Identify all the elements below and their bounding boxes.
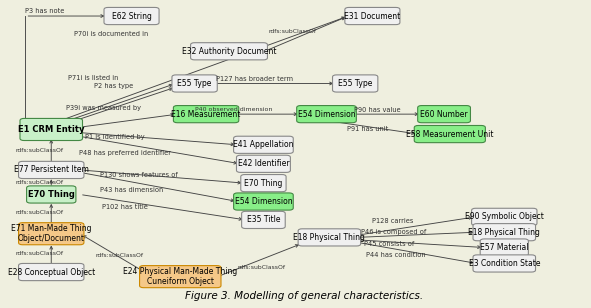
Text: E3 Condition State: E3 Condition State	[469, 259, 540, 268]
Text: E55 Type: E55 Type	[177, 79, 212, 88]
Text: E42 Identifier: E42 Identifier	[238, 159, 289, 168]
FancyBboxPatch shape	[472, 208, 537, 225]
FancyBboxPatch shape	[18, 161, 84, 179]
FancyBboxPatch shape	[173, 106, 239, 123]
Text: E70 Thing: E70 Thing	[244, 179, 282, 188]
FancyBboxPatch shape	[298, 229, 361, 246]
Text: rdfs:subClassOf: rdfs:subClassOf	[238, 265, 285, 270]
Text: rdfs:subClassOf: rdfs:subClassOf	[16, 251, 64, 257]
FancyBboxPatch shape	[333, 75, 378, 92]
FancyBboxPatch shape	[191, 43, 268, 60]
Text: E35 Title: E35 Title	[246, 215, 280, 225]
Text: P128 carries: P128 carries	[372, 218, 414, 225]
Text: Figure 3. Modelling of general characteristics.: Figure 3. Modelling of general character…	[184, 291, 423, 301]
Text: P40 observed dimension: P40 observed dimension	[194, 107, 272, 112]
Text: P130 shows features of: P130 shows features of	[100, 172, 178, 178]
Text: rdfs:subClassOf: rdfs:subClassOf	[16, 210, 64, 215]
Text: rdfs:subClassOf: rdfs:subClassOf	[16, 148, 64, 153]
Text: E60 Number: E60 Number	[420, 110, 468, 119]
FancyBboxPatch shape	[18, 263, 84, 281]
Text: E77 Persistent Item: E77 Persistent Item	[14, 165, 89, 174]
FancyBboxPatch shape	[233, 136, 293, 153]
Text: P3 has note: P3 has note	[25, 8, 65, 14]
FancyBboxPatch shape	[241, 175, 286, 192]
Text: P39i was measured by: P39i was measured by	[66, 105, 141, 111]
Text: P70i is documented in: P70i is documented in	[74, 31, 148, 37]
Text: P2 has type: P2 has type	[94, 83, 134, 89]
Text: E71 Man-Made Thing
Object/Document: E71 Man-Made Thing Object/Document	[11, 224, 92, 243]
Text: P44 has condition: P44 has condition	[365, 252, 425, 258]
FancyBboxPatch shape	[27, 186, 76, 203]
FancyBboxPatch shape	[233, 193, 293, 210]
Text: E58 Measurement Unit: E58 Measurement Unit	[406, 130, 493, 139]
Text: P102 has title: P102 has title	[102, 204, 148, 210]
Text: E32 Authority Document: E32 Authority Document	[182, 47, 276, 56]
Text: E70 Thing: E70 Thing	[28, 190, 74, 199]
Text: P71i is listed in: P71i is listed in	[69, 75, 119, 81]
FancyBboxPatch shape	[418, 106, 470, 123]
Text: E16 Measurement: E16 Measurement	[171, 110, 241, 119]
FancyBboxPatch shape	[20, 119, 83, 140]
FancyBboxPatch shape	[473, 224, 535, 241]
Text: rdfs:subClassOf: rdfs:subClassOf	[96, 253, 144, 258]
FancyBboxPatch shape	[414, 125, 485, 143]
Text: E24 Physical Man-Made Thing
Cuneiform Object: E24 Physical Man-Made Thing Cuneiform Ob…	[123, 267, 238, 286]
Text: E57 Material: E57 Material	[480, 243, 528, 252]
FancyBboxPatch shape	[242, 211, 285, 229]
Text: E18 Physical Thing: E18 Physical Thing	[294, 233, 365, 242]
FancyBboxPatch shape	[172, 75, 217, 92]
Text: P91 has unit: P91 has unit	[346, 126, 388, 132]
FancyBboxPatch shape	[18, 223, 84, 245]
Text: E18 Physical Thing: E18 Physical Thing	[468, 228, 540, 237]
Text: P48 has preferred identifier: P48 has preferred identifier	[79, 150, 171, 156]
FancyBboxPatch shape	[480, 239, 528, 256]
FancyBboxPatch shape	[139, 265, 221, 288]
Text: P43 has dimension: P43 has dimension	[100, 187, 163, 193]
Text: rdfs:subClassOf: rdfs:subClassOf	[16, 180, 64, 185]
Text: rdfs:subClassOf: rdfs:subClassOf	[268, 29, 316, 34]
Text: P46 is composed of: P46 is composed of	[361, 229, 426, 235]
FancyBboxPatch shape	[236, 155, 290, 172]
Text: E1 CRM Entity: E1 CRM Entity	[18, 125, 85, 134]
FancyBboxPatch shape	[345, 7, 400, 25]
FancyBboxPatch shape	[104, 7, 159, 25]
Text: E31 Document: E31 Document	[345, 11, 401, 21]
Text: E55 Type: E55 Type	[338, 79, 372, 88]
Text: E54 Dimension: E54 Dimension	[235, 197, 292, 206]
Text: E90 Symbolic Object: E90 Symbolic Object	[465, 212, 544, 221]
Text: P45 consists of: P45 consists of	[364, 241, 414, 247]
Text: E41 Appellation: E41 Appellation	[233, 140, 294, 149]
Text: E28 Conceptual Object: E28 Conceptual Object	[8, 268, 95, 277]
Text: E54 Dimension: E54 Dimension	[298, 110, 355, 119]
FancyBboxPatch shape	[473, 255, 535, 272]
Text: P127 has broader term: P127 has broader term	[216, 76, 293, 82]
Text: E62 String: E62 String	[112, 11, 151, 21]
Text: P1 is identified by: P1 is identified by	[85, 134, 144, 140]
FancyBboxPatch shape	[297, 106, 356, 123]
Text: P90 has value: P90 has value	[354, 107, 401, 113]
